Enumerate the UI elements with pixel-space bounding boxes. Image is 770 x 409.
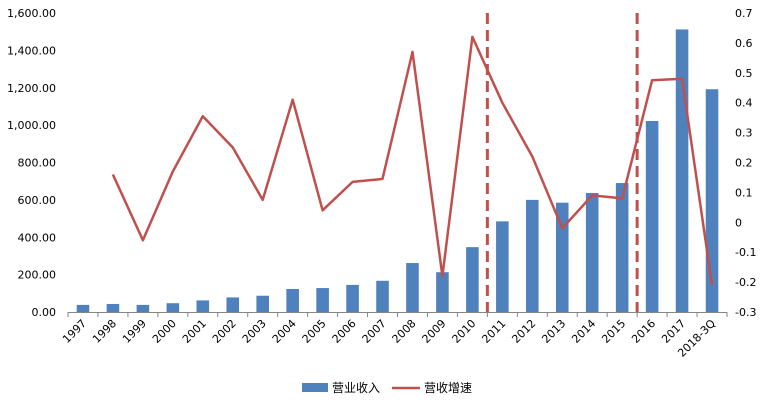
bar-2003 bbox=[256, 296, 269, 312]
x-tick-label: 1999 bbox=[120, 317, 149, 346]
bar-2008 bbox=[406, 263, 419, 312]
bar-2004 bbox=[286, 289, 299, 312]
left-y-tick-label: 1,600.00 bbox=[7, 7, 56, 20]
bar-2010 bbox=[466, 247, 479, 312]
bar-2012 bbox=[526, 200, 539, 312]
bar-2005 bbox=[316, 288, 329, 312]
right-y-tick-label: -0.1 bbox=[735, 246, 756, 259]
x-tick-label: 2006 bbox=[330, 317, 359, 346]
right-y-tick-label: -0.2 bbox=[735, 276, 756, 289]
left-y-tick-label: 600.00 bbox=[18, 194, 57, 207]
right-y-tick-label: 0.5 bbox=[735, 67, 753, 80]
bar-1999 bbox=[137, 305, 150, 312]
legend-label-line: 营收增速 bbox=[424, 381, 472, 395]
bar-2006 bbox=[346, 285, 359, 312]
x-tick-label: 2007 bbox=[360, 317, 389, 346]
left-y-tick-label: 1,000.00 bbox=[7, 119, 56, 132]
bar-2009 bbox=[436, 272, 449, 312]
right-y-tick-label: 0.6 bbox=[735, 37, 753, 50]
x-tick-label: 2005 bbox=[300, 317, 329, 346]
bar-2007 bbox=[376, 281, 389, 312]
bar-2016 bbox=[646, 121, 659, 312]
left-y-tick-label: 400.00 bbox=[18, 231, 57, 244]
x-tick-label: 2003 bbox=[240, 317, 269, 346]
bar-2015 bbox=[616, 183, 629, 312]
bar-2002 bbox=[226, 297, 239, 312]
x-tick-label: 2004 bbox=[270, 317, 299, 346]
x-tick-label: 2015 bbox=[599, 317, 628, 346]
legend: 营业收入 营收增速 bbox=[302, 381, 472, 395]
x-tick-label: 2011 bbox=[479, 317, 508, 346]
x-tick-label: 1997 bbox=[60, 317, 89, 346]
right-y-tick-label: 0.4 bbox=[735, 97, 753, 110]
right-y-tick-label: 0.3 bbox=[735, 127, 753, 140]
bar-2011 bbox=[496, 221, 509, 312]
x-tick-label: 2010 bbox=[450, 317, 479, 346]
legend-swatch-bar bbox=[302, 383, 328, 392]
bar-2001 bbox=[197, 300, 210, 312]
bar-2014 bbox=[586, 193, 599, 312]
x-tick-label: 2008 bbox=[390, 317, 419, 346]
bar-1997 bbox=[77, 305, 90, 312]
bar-1998 bbox=[107, 304, 120, 312]
left-y-tick-label: 1,200.00 bbox=[7, 82, 56, 95]
left-y-tick-label: 800.00 bbox=[18, 157, 57, 170]
x-tick-label: 2009 bbox=[420, 317, 449, 346]
left-y-tick-label: 0.00 bbox=[32, 306, 57, 319]
right-y-tick-label: 0.1 bbox=[735, 186, 753, 199]
bar-2017 bbox=[676, 29, 689, 312]
x-tick-label: 2001 bbox=[180, 317, 209, 346]
legend-label-bar: 营业收入 bbox=[332, 381, 380, 395]
x-tick-label: 2016 bbox=[629, 317, 658, 346]
left-y-tick-label: 1,400.00 bbox=[7, 44, 56, 57]
right-y-tick-label: -0.3 bbox=[735, 306, 756, 319]
x-tick-label: 2012 bbox=[509, 317, 538, 346]
x-tick-label: 2013 bbox=[539, 317, 568, 346]
right-y-tick-label: 0 bbox=[735, 216, 742, 229]
x-tick-label: 2000 bbox=[150, 317, 179, 346]
bar-2000 bbox=[167, 303, 180, 312]
left-y-tick-label: 200.00 bbox=[18, 269, 57, 282]
right-y-tick-label: 0.2 bbox=[735, 157, 753, 170]
x-tick-label: 2014 bbox=[569, 317, 598, 346]
x-tick-label: 2002 bbox=[210, 317, 239, 346]
right-y-tick-label: 0.7 bbox=[735, 7, 753, 20]
x-tick-label: 1998 bbox=[90, 317, 119, 346]
